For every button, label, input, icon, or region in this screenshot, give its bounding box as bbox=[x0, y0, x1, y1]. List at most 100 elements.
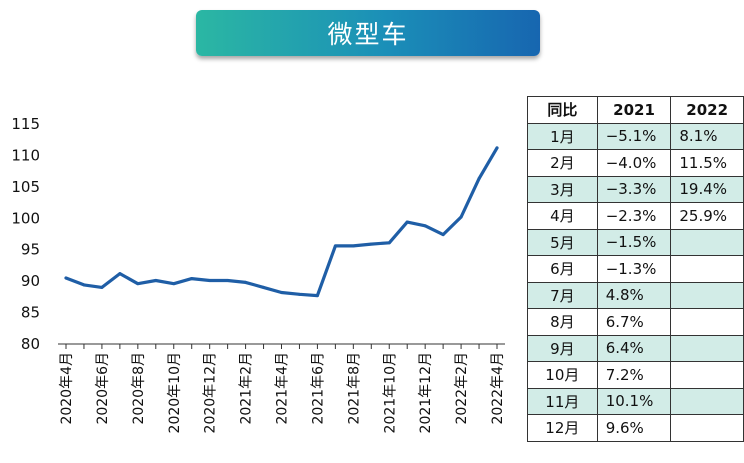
series-line bbox=[64, 146, 499, 298]
table-row: 6月 −1.3% bbox=[527, 255, 744, 283]
value-2021-cell: −5.1% bbox=[596, 122, 672, 150]
data-point bbox=[82, 283, 86, 287]
data-point bbox=[351, 244, 355, 248]
value-2021-cell: −1.3% bbox=[596, 255, 672, 283]
month-cell: 3月 bbox=[527, 175, 598, 203]
x-tick-label: 2020年10月 bbox=[167, 352, 183, 433]
value-2022-cell bbox=[670, 361, 744, 389]
x-tick-label: 2022年2月 bbox=[454, 352, 470, 425]
value-2022-cell: 8.1% bbox=[670, 122, 744, 150]
month-cell: 9月 bbox=[527, 334, 598, 362]
x-tick-label: 2022年4月 bbox=[490, 352, 506, 425]
data-point bbox=[477, 177, 481, 181]
value-2022-cell bbox=[670, 414, 744, 442]
table-row: 3月 −3.3% 19.4% bbox=[527, 175, 744, 203]
chart-title: 微型车 bbox=[327, 20, 409, 49]
table-row: 7月 4.8% bbox=[527, 281, 744, 309]
data-point bbox=[369, 242, 373, 246]
value-2022-cell: 11.5% bbox=[670, 149, 744, 177]
table-row: 10月 7.2% bbox=[527, 361, 744, 389]
month-cell: 4月 bbox=[527, 202, 598, 230]
data-point bbox=[172, 282, 176, 286]
month-cell: 12月 bbox=[527, 414, 598, 442]
value-2022-cell bbox=[670, 334, 744, 362]
value-2021-cell: −3.3% bbox=[596, 175, 672, 203]
table-header-row: 同比 2021 2022 bbox=[527, 96, 744, 124]
header-2021: 2021 bbox=[596, 96, 672, 124]
data-point bbox=[154, 279, 158, 283]
month-cell: 2月 bbox=[527, 149, 598, 177]
value-2021-cell: 6.7% bbox=[596, 308, 672, 336]
x-tick-label: 2020年4月 bbox=[59, 352, 75, 425]
table-row: 11月 10.1% bbox=[527, 387, 744, 415]
table-row: 4月 −2.3% 25.9% bbox=[527, 202, 744, 230]
data-point bbox=[64, 276, 68, 280]
value-2022-cell: 25.9% bbox=[670, 202, 744, 230]
value-2022-cell bbox=[670, 281, 744, 309]
x-tick-label: 2021年12月 bbox=[418, 352, 434, 433]
value-2022-cell bbox=[670, 308, 744, 336]
chart-title-banner: 微型车 bbox=[196, 10, 540, 56]
data-point bbox=[297, 292, 301, 296]
data-point bbox=[315, 294, 319, 298]
data-point bbox=[226, 279, 230, 283]
table-row: 8月 6.7% bbox=[527, 308, 744, 336]
y-tick-label: 100 bbox=[11, 209, 40, 227]
data-point bbox=[208, 279, 212, 283]
y-axis: 80 85 90 95 100 105 110 115 bbox=[11, 115, 40, 353]
month-cell: 1月 bbox=[527, 122, 598, 150]
data-point bbox=[441, 233, 445, 237]
value-2021-cell: 9.6% bbox=[596, 414, 672, 442]
x-tick-label: 2021年10月 bbox=[382, 352, 398, 433]
data-point bbox=[262, 285, 266, 289]
x-tick-label: 2020年12月 bbox=[203, 352, 219, 433]
value-2022-cell bbox=[670, 228, 744, 256]
data-point bbox=[405, 220, 409, 224]
table-row: 1月 −5.1% 8.1% bbox=[527, 122, 744, 150]
x-axis: 2020年4月 2020年6月 2020年8月 2020年10月 2020年12月 202… bbox=[58, 343, 506, 433]
table-row: 12月 9.6% bbox=[527, 414, 744, 442]
data-point bbox=[333, 244, 337, 248]
series-layer bbox=[64, 146, 499, 298]
y-tick-label: 85 bbox=[21, 304, 40, 322]
y-tick-label: 95 bbox=[21, 241, 40, 259]
x-tick-label: 2021年6月 bbox=[310, 352, 326, 425]
x-tick-label: 2021年4月 bbox=[275, 352, 291, 425]
month-cell: 10月 bbox=[527, 361, 598, 389]
month-cell: 7月 bbox=[527, 281, 598, 309]
value-2021-cell: 7.2% bbox=[596, 361, 672, 389]
y-tick-label: 80 bbox=[21, 335, 40, 353]
month-cell: 8月 bbox=[527, 308, 598, 336]
month-cell: 6月 bbox=[527, 255, 598, 283]
data-point bbox=[423, 224, 427, 228]
data-point bbox=[244, 280, 248, 284]
yoy-table: 同比 2021 2022 1月 −5.1% 8.1% 2月 −4.0% 11.5% 3月 −3… bbox=[527, 96, 744, 442]
data-point bbox=[387, 241, 391, 245]
value-2021-cell: −4.0% bbox=[596, 149, 672, 177]
x-tick-label: 2020年8月 bbox=[131, 352, 147, 425]
value-2021-cell: −1.5% bbox=[596, 228, 672, 256]
x-tick-label: 2021年2月 bbox=[239, 352, 255, 425]
value-2022-cell bbox=[670, 255, 744, 283]
month-cell: 11月 bbox=[527, 387, 598, 415]
data-point bbox=[100, 285, 104, 289]
x-tick-label: 2021年8月 bbox=[346, 352, 362, 425]
data-point bbox=[495, 146, 499, 150]
data-point bbox=[459, 215, 463, 219]
y-tick-label: 105 bbox=[11, 178, 40, 196]
table-row: 5月 −1.5% bbox=[527, 228, 744, 256]
value-2021-cell: 10.1% bbox=[596, 387, 672, 415]
value-2022-cell: 19.4% bbox=[670, 175, 744, 203]
data-point bbox=[118, 272, 122, 276]
y-tick-label: 90 bbox=[21, 272, 40, 290]
y-tick-label: 115 bbox=[11, 115, 40, 133]
table-row: 2月 −4.0% 11.5% bbox=[527, 149, 744, 177]
y-tick-label: 110 bbox=[11, 146, 40, 164]
x-tick-label: 2020年6月 bbox=[95, 352, 111, 425]
value-2022-cell bbox=[670, 387, 744, 415]
data-point bbox=[190, 277, 194, 281]
header-2022: 2022 bbox=[670, 96, 744, 124]
value-2021-cell: 4.8% bbox=[596, 281, 672, 309]
month-cell: 5月 bbox=[527, 228, 598, 256]
